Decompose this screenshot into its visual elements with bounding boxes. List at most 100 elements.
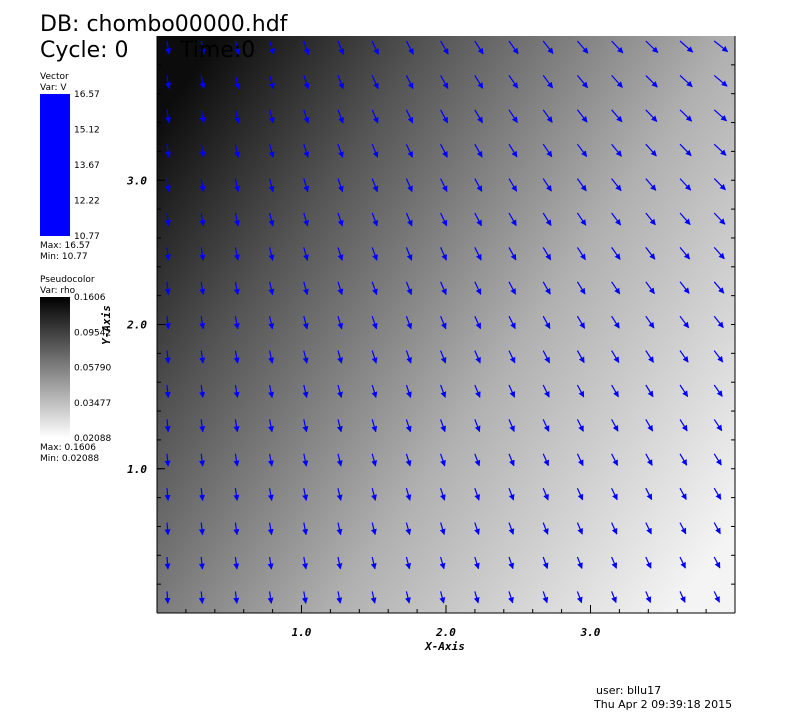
vector-arrow bbox=[164, 247, 171, 261]
vector-arrow bbox=[713, 487, 722, 500]
vector-arrow bbox=[508, 384, 516, 398]
vector-arrow bbox=[645, 281, 655, 295]
vector-arrow bbox=[267, 591, 274, 604]
vector-arrow bbox=[337, 247, 344, 261]
vector-legend-max: Max: 16.57 bbox=[40, 241, 90, 251]
vector-arrow bbox=[303, 75, 310, 90]
vector-arrow bbox=[268, 212, 275, 227]
vector-legend-min: Min: 10.77 bbox=[40, 252, 88, 262]
date: Thu Apr 2 09:39:18 2015 bbox=[593, 698, 732, 711]
vector-arrow bbox=[611, 453, 619, 466]
vector-arrow bbox=[611, 591, 617, 604]
vector-arrow bbox=[576, 350, 585, 364]
vector-arrow bbox=[405, 212, 413, 227]
vector-arrow bbox=[164, 419, 171, 433]
vector-arrow bbox=[542, 522, 549, 535]
vector-arrow bbox=[405, 384, 412, 398]
vector-arrow bbox=[474, 109, 483, 124]
vector-arrow bbox=[542, 212, 552, 226]
vector-legend-title: Vector bbox=[40, 72, 69, 82]
vector-arrow bbox=[679, 384, 689, 398]
vector-arrow bbox=[440, 212, 448, 227]
legend-label: 0.1606 bbox=[74, 293, 106, 303]
vector-arrow bbox=[679, 419, 688, 432]
vector-arrow bbox=[611, 74, 623, 88]
vector-arrow bbox=[713, 556, 721, 569]
vector-arrow bbox=[440, 75, 449, 90]
vector-arrow bbox=[576, 178, 587, 192]
x-tick-label: 1.0 bbox=[292, 626, 312, 639]
vector-arrow bbox=[542, 40, 554, 55]
vector-arrow bbox=[508, 522, 515, 535]
vector-arrow bbox=[371, 453, 378, 467]
vector-arrow bbox=[371, 109, 379, 124]
vector-arrow bbox=[645, 247, 656, 260]
vector-arrow bbox=[233, 384, 240, 399]
vector-arrow bbox=[474, 453, 481, 467]
vector-arrow bbox=[679, 109, 693, 122]
vector-arrow bbox=[405, 488, 412, 501]
vector-arrow bbox=[542, 109, 553, 123]
x-tick-label: 3.0 bbox=[580, 626, 601, 639]
vector-arrow bbox=[645, 522, 652, 535]
vector-arrow bbox=[439, 556, 446, 570]
vector-arrow bbox=[267, 556, 274, 570]
vector-arrow bbox=[268, 419, 274, 433]
vector-arrow bbox=[267, 522, 274, 536]
vector-arrow bbox=[679, 350, 689, 363]
vector-arrow bbox=[508, 419, 515, 433]
vector-arrow bbox=[713, 178, 726, 191]
vector-arrow bbox=[371, 178, 379, 193]
vector-arrow bbox=[508, 40, 519, 55]
vector-arrow bbox=[474, 247, 482, 261]
vector-arrow bbox=[164, 350, 171, 364]
vector-arrow bbox=[268, 144, 275, 158]
vector-arrow bbox=[474, 281, 482, 295]
vector-arrow bbox=[164, 488, 171, 501]
vector-arrow bbox=[233, 316, 240, 330]
vector-arrow bbox=[233, 419, 240, 433]
vector-arrow bbox=[199, 178, 206, 193]
vector-arrow bbox=[405, 75, 414, 90]
vector-arrow bbox=[645, 143, 657, 157]
vector-arrow bbox=[645, 591, 652, 603]
vector-arrow bbox=[508, 178, 518, 192]
vector-arrow bbox=[405, 350, 412, 364]
vector-arrow bbox=[199, 247, 206, 261]
vector-arrow bbox=[576, 556, 583, 569]
vector-arrow bbox=[611, 556, 618, 569]
vector-arrow bbox=[713, 246, 725, 260]
legend-label: 0.09542 bbox=[74, 328, 111, 338]
pseudocolor-legend-max: Max: 0.1606 bbox=[40, 443, 96, 453]
vector-arrow bbox=[164, 281, 171, 295]
vector-arrow bbox=[474, 488, 481, 501]
user: user: bllu17 bbox=[596, 684, 661, 697]
vector-arrow bbox=[679, 315, 690, 329]
vector-arrow bbox=[164, 453, 171, 467]
vector-arrow bbox=[576, 109, 588, 123]
vector-arrow bbox=[645, 74, 658, 88]
vector-arrow bbox=[302, 453, 309, 467]
vector-arrow bbox=[542, 178, 552, 192]
vector-arrow bbox=[198, 522, 205, 536]
vector-arrow bbox=[611, 212, 622, 226]
legend-label: 10.77 bbox=[74, 232, 100, 242]
vector-arrow bbox=[542, 487, 549, 501]
vector-arrow bbox=[164, 522, 171, 536]
vector-arrow bbox=[405, 178, 413, 193]
vector-arrow bbox=[542, 247, 552, 261]
vector-arrow bbox=[611, 247, 621, 260]
vector-arrow bbox=[440, 40, 449, 55]
vector-arrow bbox=[336, 591, 343, 604]
vector-arrow bbox=[268, 384, 274, 399]
legend-label: 0.03477 bbox=[74, 399, 111, 409]
vector-arrow bbox=[508, 281, 517, 295]
vector-arrow bbox=[508, 143, 518, 158]
vector-arrow bbox=[645, 350, 654, 363]
vector-arrow bbox=[303, 247, 309, 261]
vector-arrow bbox=[269, 75, 275, 90]
vector-arrow bbox=[303, 109, 310, 124]
vector-arrow bbox=[474, 212, 483, 227]
vector-arrow bbox=[234, 75, 241, 90]
vector-arrow bbox=[474, 143, 483, 158]
